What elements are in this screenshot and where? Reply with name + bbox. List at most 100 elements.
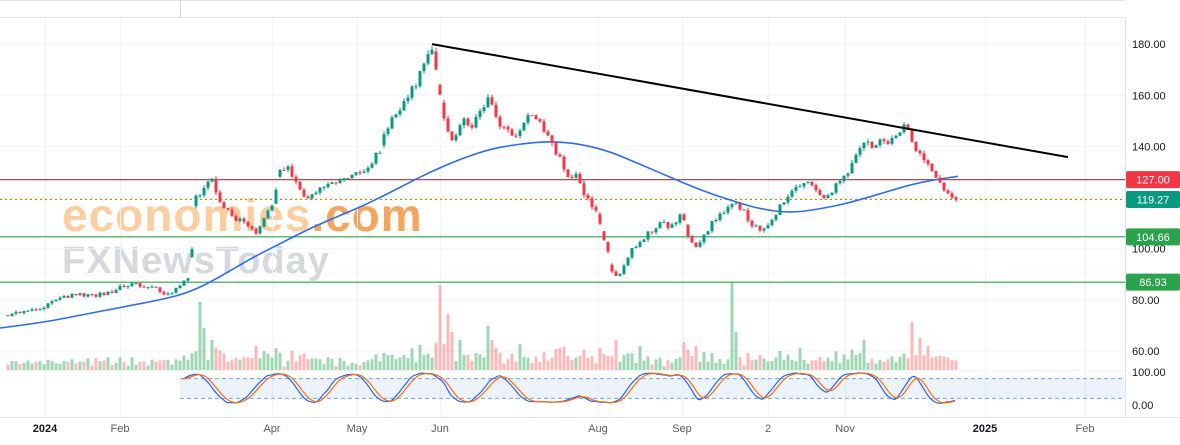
- volume-bar: [130, 357, 134, 370]
- candle-body: [946, 190, 950, 194]
- candle-body: [666, 222, 670, 228]
- volume-bar: [610, 356, 614, 370]
- candle-body: [598, 214, 602, 224]
- volume-bar: [234, 358, 238, 370]
- volume-bar: [682, 342, 686, 370]
- volume-bar: [374, 354, 378, 370]
- volume-bar: [738, 357, 742, 370]
- candle-body: [750, 220, 754, 227]
- candle-body: [398, 110, 402, 115]
- candle-body: [422, 63, 426, 72]
- candle-body: [190, 249, 194, 258]
- volume-bar: [546, 360, 550, 370]
- volume-bar: [902, 353, 906, 370]
- candle-body: [814, 185, 818, 191]
- candle-body: [410, 86, 414, 98]
- candle-body: [622, 265, 626, 275]
- candle-body: [850, 162, 854, 174]
- time-axis[interactable]: [0, 417, 1180, 445]
- candle-body: [874, 145, 878, 148]
- candle-body: [274, 189, 278, 204]
- candle-body: [710, 221, 714, 232]
- volume-bar: [250, 357, 254, 370]
- volume-bar: [718, 359, 722, 370]
- candle-body: [218, 192, 222, 203]
- candle-body: [646, 231, 650, 240]
- volume-bar: [338, 357, 342, 370]
- candle-body: [498, 116, 502, 127]
- volume-bar: [102, 360, 106, 370]
- volume-bar: [322, 364, 326, 370]
- volume-bar: [550, 358, 554, 370]
- candle-body: [374, 152, 378, 164]
- candle-body: [534, 115, 538, 120]
- volume-bar: [410, 348, 414, 370]
- volume-bar: [490, 340, 494, 370]
- candle-body: [270, 205, 274, 211]
- candle-body: [798, 186, 802, 188]
- candle-body: [914, 141, 918, 151]
- candle-body: [838, 181, 842, 184]
- volume-bar: [246, 357, 250, 370]
- volume-bar: [650, 364, 654, 370]
- volume-bar: [262, 350, 266, 370]
- candle-body: [942, 182, 946, 191]
- candle-body: [618, 274, 622, 276]
- candle-body: [906, 124, 910, 131]
- volume-bar: [306, 358, 310, 370]
- volume-bar: [818, 357, 822, 370]
- volume-bar: [838, 363, 842, 370]
- volume-bar: [114, 362, 118, 370]
- candle-body: [278, 169, 282, 177]
- candle-body: [386, 128, 390, 135]
- volume-bar: [122, 361, 126, 370]
- candle-body: [330, 182, 334, 185]
- volume-bar: [466, 354, 470, 370]
- candle-body: [322, 187, 326, 189]
- candle-body: [146, 287, 150, 289]
- candle-body: [554, 142, 558, 155]
- candle-body: [258, 226, 262, 234]
- time-label: Apr: [263, 423, 280, 435]
- volume-bar: [430, 357, 434, 370]
- candle-body: [770, 219, 774, 226]
- volume-bar: [202, 328, 206, 370]
- candle-body: [154, 286, 158, 288]
- candle-body: [234, 215, 238, 221]
- candle-body: [454, 135, 458, 141]
- price-badge: [1126, 171, 1180, 189]
- volume-bar: [918, 338, 922, 370]
- candle-body: [326, 184, 330, 188]
- candle-body: [810, 181, 814, 186]
- volume-bar: [190, 353, 194, 370]
- candle-body: [546, 131, 550, 136]
- candle-body: [562, 156, 566, 170]
- volume-bar: [278, 352, 282, 370]
- volume-bar: [362, 362, 366, 370]
- price-axis[interactable]: [1125, 0, 1180, 445]
- volume-bar: [502, 363, 506, 370]
- volume-bar: [142, 361, 146, 370]
- candle-body: [954, 197, 958, 200]
- candle-body: [522, 122, 526, 131]
- volume-bar: [302, 353, 306, 370]
- volume-bar: [474, 353, 478, 370]
- candle-body: [786, 196, 790, 203]
- volume-bar: [394, 359, 398, 370]
- volume-bar: [822, 361, 826, 370]
- candle-body: [238, 218, 242, 221]
- volume-bar: [794, 361, 798, 370]
- candle-body: [634, 246, 638, 248]
- candle-body: [382, 134, 386, 146]
- volume-bar: [638, 346, 642, 370]
- candle-body: [894, 135, 898, 138]
- candle-body: [406, 97, 410, 102]
- volume-bar: [458, 340, 462, 370]
- volume-bar: [542, 352, 546, 370]
- candle-body: [14, 311, 18, 314]
- volume-bar: [74, 363, 78, 370]
- candle-body: [570, 176, 574, 178]
- price-badge-text: 104.66: [1136, 232, 1170, 244]
- candle-body: [882, 139, 886, 142]
